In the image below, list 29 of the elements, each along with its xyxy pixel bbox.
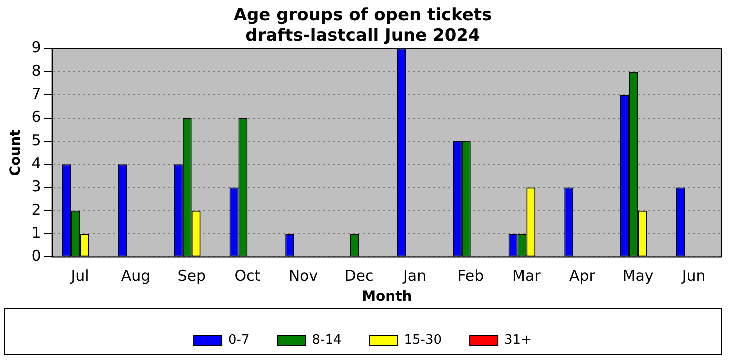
y-tick-label: 1 bbox=[32, 224, 42, 242]
x-tick-label: Apr bbox=[570, 267, 596, 286]
x-tick-label: Nov bbox=[288, 267, 318, 286]
legend-label: 8-14 bbox=[312, 332, 342, 348]
chart-title: Age groups of open tickets drafts-lastcall June 2024 bbox=[234, 6, 492, 46]
x-tick-label: Aug bbox=[121, 267, 151, 286]
x-tick-label: Mar bbox=[512, 267, 542, 286]
y-axis-title: Count bbox=[8, 129, 24, 176]
y-tick-label: 7 bbox=[32, 85, 42, 103]
legend-label: 15-30 bbox=[404, 332, 442, 348]
y-tick-label: 6 bbox=[32, 108, 42, 126]
y-tick-label: 0 bbox=[32, 247, 42, 266]
x-tick-label: Sep bbox=[178, 267, 206, 286]
y-tick-label: 3 bbox=[32, 178, 42, 196]
x-tick-label: May bbox=[622, 267, 654, 286]
y-tick-label: 8 bbox=[32, 62, 42, 80]
y-tick-label: 4 bbox=[32, 154, 42, 172]
x-tick-label: Feb bbox=[458, 267, 484, 286]
x-tick-label: Jan bbox=[402, 267, 427, 286]
x-tick-label: Oct bbox=[234, 267, 261, 286]
y-tick-label: 5 bbox=[32, 131, 42, 150]
x-tick-label: Jul bbox=[70, 267, 90, 286]
y-tick-label: 2 bbox=[32, 200, 42, 219]
legend-label: 31+ bbox=[504, 332, 532, 348]
x-axis-title: Month bbox=[362, 289, 412, 306]
x-tick-label: Dec bbox=[344, 267, 374, 286]
y-tick-label: 9 bbox=[32, 38, 42, 57]
x-tick-label: Jun bbox=[681, 267, 706, 286]
legend-label: 0-7 bbox=[228, 332, 250, 348]
